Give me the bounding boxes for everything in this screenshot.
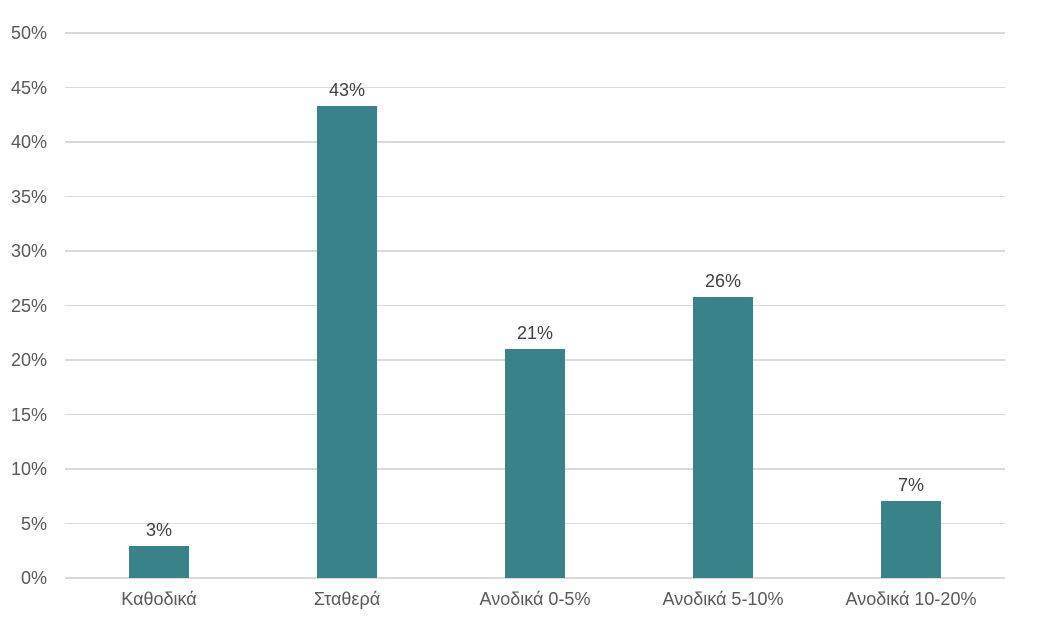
y-tick-label: 0%	[20, 568, 47, 588]
bar-data-label: 43%	[328, 80, 366, 101]
bar-5	[881, 500, 941, 578]
y-tick-label: 30%	[10, 241, 47, 261]
bar-2	[317, 106, 377, 578]
x-axis-line	[65, 577, 1005, 579]
bar-4	[693, 296, 753, 578]
bar-data-label: 7%	[897, 474, 924, 495]
y-tick-label: 5%	[20, 513, 47, 534]
gridline	[65, 195, 1005, 198]
gridline	[65, 86, 1005, 89]
gridline	[65, 141, 1005, 143]
y-tick-label: 50%	[10, 23, 47, 43]
gridline	[65, 304, 1005, 307]
y-tick-label: 10%	[10, 459, 47, 479]
y-tick-label: 45%	[10, 77, 47, 98]
y-tick-label: 35%	[10, 186, 47, 207]
bar-1	[129, 546, 189, 578]
x-tick-label: Ανοδικά 0-5%	[479, 589, 591, 609]
y-tick-label: 40%	[10, 132, 47, 152]
y-tick-label: 20%	[10, 350, 47, 370]
x-tick-label: Ανοδικά 10-20%	[845, 589, 977, 609]
bar-3	[505, 349, 565, 578]
x-tick-label: Σταθερά	[313, 589, 381, 609]
y-tick-label: 25%	[10, 295, 47, 316]
y-tick-label: 15%	[10, 404, 47, 425]
x-tick-label: Καθοδικά	[121, 589, 197, 609]
bar-data-label: 26%	[704, 270, 742, 291]
x-tick-label: Ανοδικά 5-10%	[662, 589, 784, 609]
bar-data-label: 21%	[516, 323, 554, 344]
bar-data-label: 3%	[145, 520, 172, 541]
gridline	[65, 32, 1005, 34]
gridline	[65, 250, 1005, 252]
